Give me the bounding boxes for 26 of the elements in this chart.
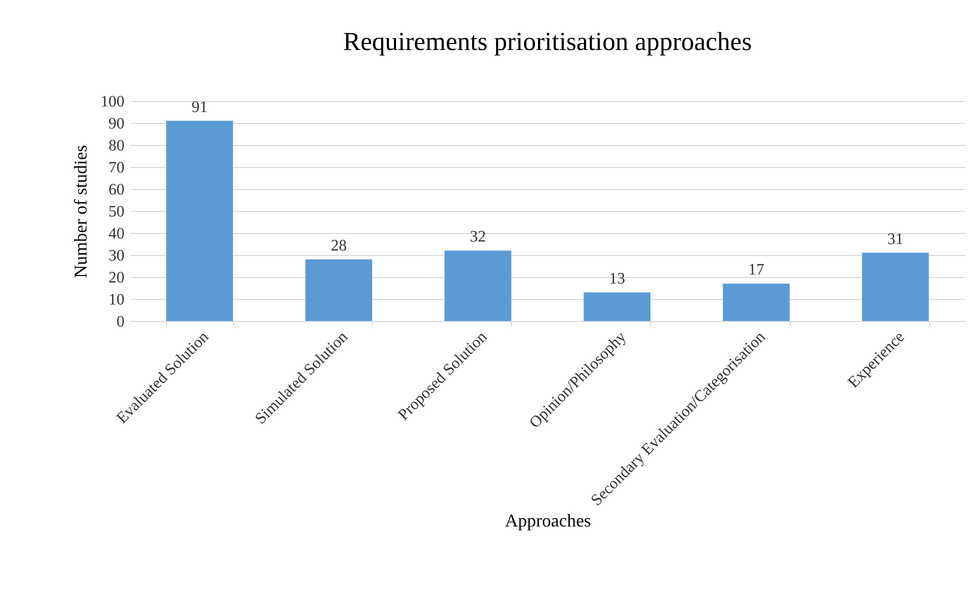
data-label: 28 [330, 237, 347, 254]
data-label: 31 [887, 230, 904, 248]
y-tick-label: 30 [108, 248, 124, 264]
y-tick-label: 20 [108, 270, 124, 286]
data-label: 91 [192, 98, 208, 116]
chart-title: Requirements prioritisation approaches [343, 27, 752, 56]
y-tick-label: 40 [108, 226, 124, 242]
x-axis-title: Approaches [505, 510, 591, 531]
data-label: 32 [470, 228, 486, 246]
y-tick-label: 10 [108, 292, 124, 308]
bar [305, 259, 372, 321]
y-tick-label: 80 [108, 138, 124, 154]
y-tick-label: 100 [100, 94, 124, 110]
bar [722, 284, 790, 321]
data-label: 17 [748, 262, 764, 279]
y-tick-label: 60 [108, 182, 124, 198]
y-tick-label: 50 [108, 204, 124, 220]
bar [166, 120, 233, 321]
bar [862, 252, 929, 321]
y-axis-title: Number of studies [70, 145, 90, 278]
bar [444, 250, 512, 321]
y-tick-label: 0 [116, 314, 124, 330]
bar [584, 292, 650, 321]
data-label: 13 [609, 270, 626, 288]
y-tick-label: 70 [108, 160, 124, 176]
y-tick-label: 90 [108, 116, 124, 132]
